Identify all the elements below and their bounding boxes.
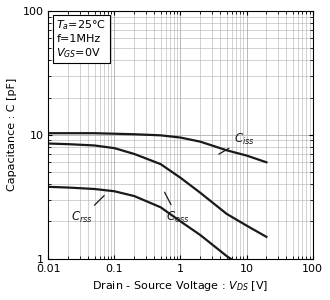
X-axis label: Drain - Source Voltage : $V_{DS}$ [V]: Drain - Source Voltage : $V_{DS}$ [V] bbox=[92, 279, 269, 293]
Text: $C_{oss}$: $C_{oss}$ bbox=[165, 192, 189, 225]
Text: $C_{iss}$: $C_{iss}$ bbox=[219, 132, 255, 154]
Text: $C_{rss}$: $C_{rss}$ bbox=[71, 196, 104, 225]
Y-axis label: Capacitance : C [pF]: Capacitance : C [pF] bbox=[7, 78, 17, 191]
Text: $T_a$=25°C
f=1MHz
$V_{GS}$=0V: $T_a$=25°C f=1MHz $V_{GS}$=0V bbox=[56, 18, 106, 60]
